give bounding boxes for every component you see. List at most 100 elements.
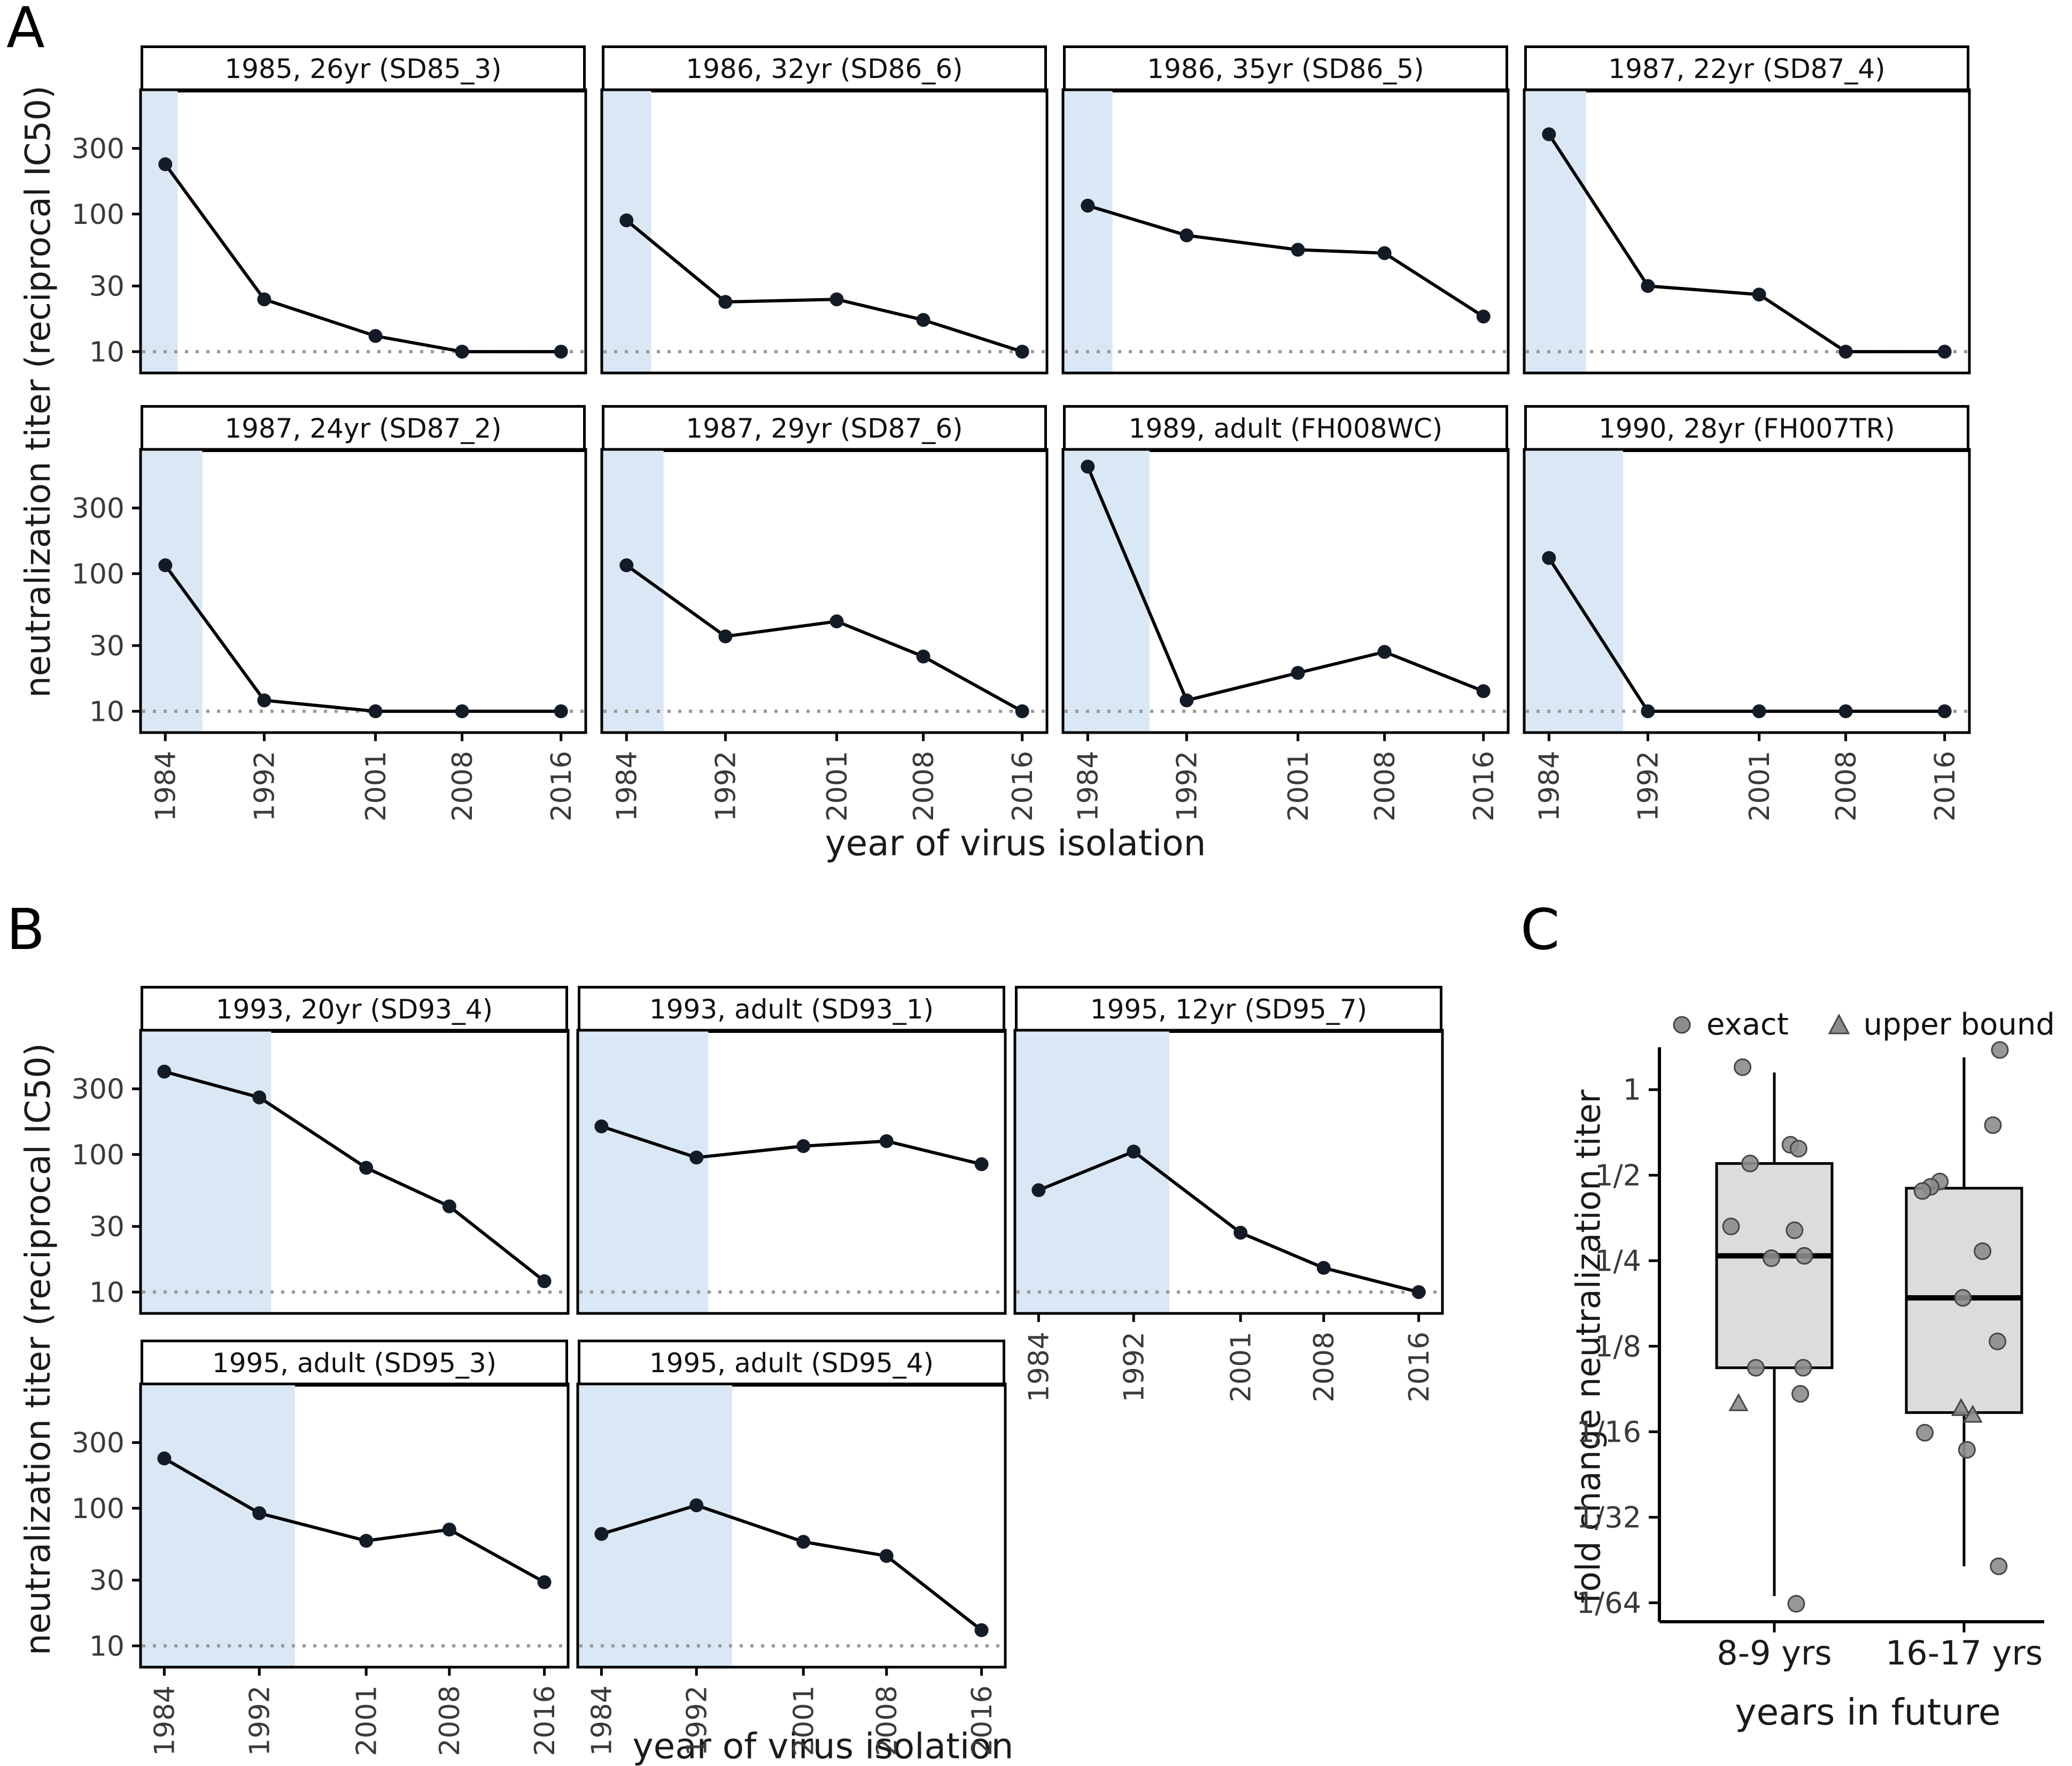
fold-change-point-exact bbox=[1786, 1221, 1804, 1239]
titer-point bbox=[879, 1134, 894, 1148]
titer-point bbox=[1081, 198, 1095, 213]
titer-point bbox=[594, 1527, 609, 1541]
c-y-tick-label: 1/4 bbox=[1595, 1244, 1641, 1278]
facet-title: 1990, 28yr (FH007TR) bbox=[1524, 405, 1969, 452]
titer-point bbox=[1081, 460, 1095, 474]
titer-point bbox=[554, 345, 568, 359]
facet-border bbox=[576, 1382, 1007, 1669]
fold-change-point-exact bbox=[1984, 1116, 2002, 1134]
facet-plot: 300 100 30 10 bbox=[72, 1029, 570, 1315]
titer-point bbox=[594, 1119, 609, 1133]
titer-point bbox=[1031, 1183, 1046, 1197]
titer-point bbox=[796, 1535, 811, 1549]
legend-item-upper-bound: upper bound bbox=[1827, 1007, 2055, 1042]
panel-c-boxplot: 1 1/2 1/4 1/8 1/16 1/32 1/64 8-9 yrs 16-17 yrs bbox=[1577, 1041, 2044, 1672]
titer-point bbox=[1937, 345, 1952, 359]
facet-border bbox=[139, 1029, 570, 1315]
infection-period-shade bbox=[141, 1384, 295, 1667]
y-tick-label: 10 bbox=[89, 1630, 125, 1662]
titer-point bbox=[359, 1161, 374, 1175]
facet-B-1: 1993, adult (SD93_1) bbox=[576, 986, 1007, 1315]
upper-bound-triangle-icon bbox=[1828, 1013, 1850, 1034]
infection-period-shade bbox=[602, 449, 664, 733]
x-tick-label: 2016 bbox=[529, 1685, 561, 1756]
titer-point bbox=[537, 1274, 552, 1288]
x-tick-label: 2016 bbox=[1007, 751, 1039, 821]
facet-plot: 1984 1992 2001 2008 2016 bbox=[1523, 448, 1971, 821]
panel-c-label: C bbox=[1520, 897, 1560, 962]
titer-point bbox=[368, 704, 383, 719]
x-tick-label: 1992 bbox=[1633, 751, 1665, 821]
fold-change-point-exact bbox=[1954, 1289, 1972, 1307]
y-tick-label: 30 bbox=[89, 270, 125, 302]
titer-point bbox=[252, 1506, 267, 1520]
facet-plot: 1984 1992 2001 2008 2016 bbox=[600, 448, 1049, 821]
titer-point bbox=[257, 292, 271, 307]
fold-change-point-exact bbox=[1741, 1154, 1759, 1172]
x-tick-label: 1992 bbox=[1171, 751, 1204, 821]
y-tick-label: 300 bbox=[72, 493, 125, 525]
titer-point bbox=[359, 1534, 374, 1548]
facet-title: 1989, adult (FH008WC) bbox=[1063, 405, 1508, 452]
facet-border bbox=[1523, 448, 1971, 734]
titer-point bbox=[158, 558, 173, 572]
y-tick-label: 100 bbox=[72, 1493, 125, 1525]
facet-border bbox=[1061, 448, 1510, 734]
x-tick-label: 2008 bbox=[1830, 751, 1863, 821]
facet-B-4: 1995, adult (SD95_4) 1984 1992 2001 2008 2016 bbox=[576, 1340, 1007, 1756]
fold-change-point-upper-bound bbox=[1951, 1398, 1972, 1416]
fold-change-point-exact bbox=[1974, 1242, 1992, 1261]
x-tick-label: 1992 bbox=[710, 751, 742, 821]
panel-c-legend: exact upper bound bbox=[1670, 1007, 2055, 1042]
facet-border bbox=[600, 448, 1049, 734]
infection-period-shade bbox=[141, 449, 203, 733]
titer-line bbox=[625, 564, 1023, 713]
fold-change-point-exact bbox=[1747, 1359, 1765, 1377]
facet-B-3: 1995, adult (SD95_3) 300 100 30 10 1984 1992 20… bbox=[72, 1340, 570, 1756]
c-y-tick-label: 1/64 bbox=[1577, 1586, 1641, 1620]
facet-plot: 1984 1992 2001 2008 2016 bbox=[1061, 448, 1510, 821]
facet-title: 1993, 20yr (SD93_4) bbox=[141, 986, 568, 1033]
facet-title: 1987, 24yr (SD87_2) bbox=[141, 405, 586, 452]
titer-point bbox=[157, 1064, 172, 1079]
facet-border bbox=[600, 88, 1049, 375]
titer-point bbox=[158, 157, 173, 172]
titer-point bbox=[1641, 704, 1655, 719]
facet-plot bbox=[600, 88, 1049, 375]
x-tick-label: 2001 bbox=[1225, 1332, 1257, 1402]
facet-border bbox=[1523, 88, 1971, 375]
fold-change-point-exact bbox=[1734, 1058, 1752, 1076]
facet-plot: 300 100 30 10 bbox=[72, 88, 587, 375]
x-tick-label: 2008 bbox=[434, 1685, 466, 1756]
facet-A-3: 1987, 22yr (SD87_4) bbox=[1523, 45, 1971, 375]
c-y-tick-label: 1 bbox=[1623, 1073, 1641, 1107]
y-tick-label: 10 bbox=[89, 696, 125, 728]
titer-point bbox=[554, 704, 568, 719]
titer-point bbox=[1838, 704, 1853, 719]
panel-a-x-axis-title: year of virus isolation bbox=[825, 822, 1206, 864]
legend-item-exact: exact bbox=[1670, 1007, 1789, 1042]
titer-point bbox=[1233, 1226, 1248, 1240]
titer-point bbox=[1291, 666, 1305, 680]
facet-B-0: 1993, 20yr (SD93_4) 300 100 30 10 bbox=[72, 986, 570, 1315]
facet-border bbox=[576, 1029, 1007, 1315]
fold-change-point-exact bbox=[1789, 1140, 1807, 1158]
titer-point bbox=[718, 629, 733, 643]
titer-point bbox=[916, 313, 930, 327]
x-tick-label: 1992 bbox=[1118, 1332, 1150, 1402]
x-tick-label: 2001 bbox=[821, 751, 853, 821]
facet-title: 1995, adult (SD95_3) bbox=[141, 1340, 568, 1387]
c-y-tick-label: 1/16 bbox=[1577, 1415, 1641, 1449]
titer-point bbox=[619, 558, 634, 572]
legend-upper-bound-label: upper bound bbox=[1863, 1007, 2055, 1042]
y-tick-label: 100 bbox=[72, 558, 125, 590]
titer-point bbox=[257, 693, 271, 707]
y-tick-label: 100 bbox=[72, 1139, 125, 1171]
infection-period-shade bbox=[578, 1384, 732, 1667]
titer-point bbox=[916, 649, 930, 664]
titer-point bbox=[1179, 693, 1194, 707]
titer-line bbox=[164, 163, 561, 354]
x-tick-label: 2001 bbox=[360, 751, 392, 821]
titer-point bbox=[1542, 551, 1556, 565]
